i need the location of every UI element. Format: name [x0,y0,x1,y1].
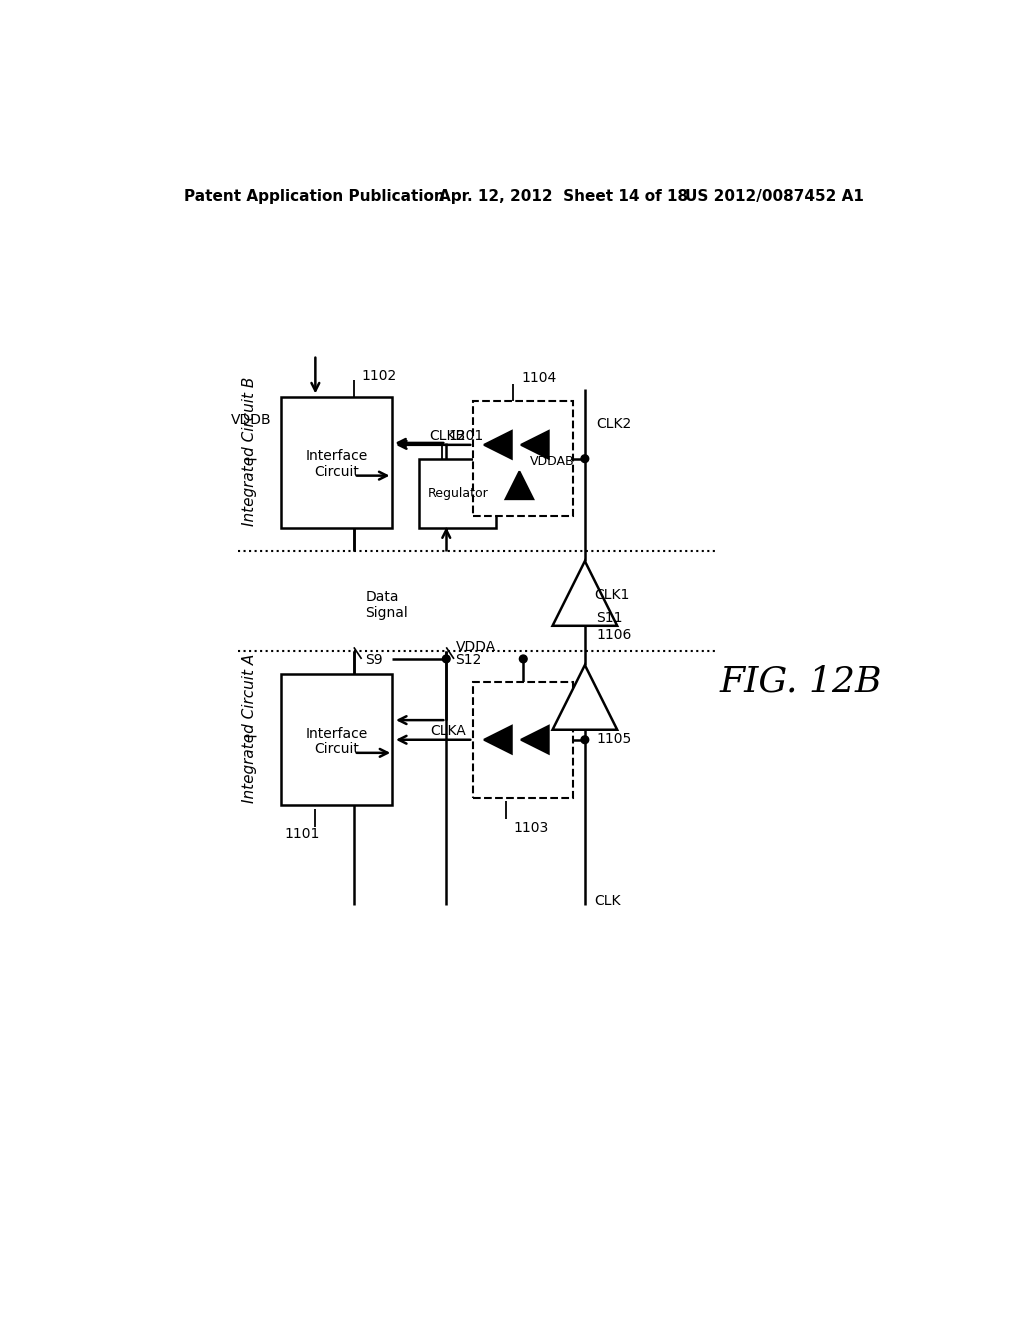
Text: S12: S12 [456,653,482,668]
Polygon shape [484,430,512,459]
Text: 1102: 1102 [361,368,397,383]
Text: VDDAB: VDDAB [529,454,574,467]
Text: CLKA: CLKA [430,723,466,738]
Text: Patent Application Publication: Patent Application Publication [184,189,445,205]
Circle shape [442,655,451,663]
Text: 1104: 1104 [521,371,556,385]
Text: VDDA: VDDA [456,640,496,655]
Text: CLKB: CLKB [429,429,466,442]
Text: VDDB: VDDB [230,413,271,428]
Text: S11: S11 [596,611,623,626]
Text: Data: Data [366,590,399,605]
Text: FIG. 12B: FIG. 12B [719,665,882,700]
Text: S9: S9 [366,653,383,668]
Polygon shape [521,726,549,754]
Bar [473,682,573,797]
Text: CLK2: CLK2 [596,417,632,432]
Text: US 2012/0087452 A1: US 2012/0087452 A1 [685,189,864,205]
Bar [281,397,392,528]
Polygon shape [506,471,534,499]
Text: Signal: Signal [366,606,409,619]
Bar [419,459,497,528]
Polygon shape [553,561,617,626]
Text: Interface: Interface [305,449,368,463]
Text: Integrated Circuit B: Integrated Circuit B [243,376,257,525]
Circle shape [581,455,589,462]
Polygon shape [553,665,617,730]
Text: 1106: 1106 [596,628,632,642]
Text: Circuit: Circuit [314,465,359,479]
Text: Regulator: Regulator [427,487,488,500]
Text: 1101: 1101 [285,828,319,841]
Text: CLK: CLK [594,895,621,908]
Text: 1201: 1201 [449,429,483,442]
Text: Interface: Interface [305,726,368,741]
Text: Apr. 12, 2012  Sheet 14 of 18: Apr. 12, 2012 Sheet 14 of 18 [438,189,688,205]
Bar [473,401,573,516]
Bar [281,675,392,805]
Text: Integrated Circuit A: Integrated Circuit A [243,653,257,803]
Circle shape [581,737,589,743]
Polygon shape [521,430,549,459]
Polygon shape [484,726,512,754]
Text: 1103: 1103 [513,821,549,836]
Circle shape [519,655,527,663]
Text: Circuit: Circuit [314,742,359,756]
Text: 1105: 1105 [596,733,632,746]
Text: CLK1: CLK1 [594,587,630,602]
